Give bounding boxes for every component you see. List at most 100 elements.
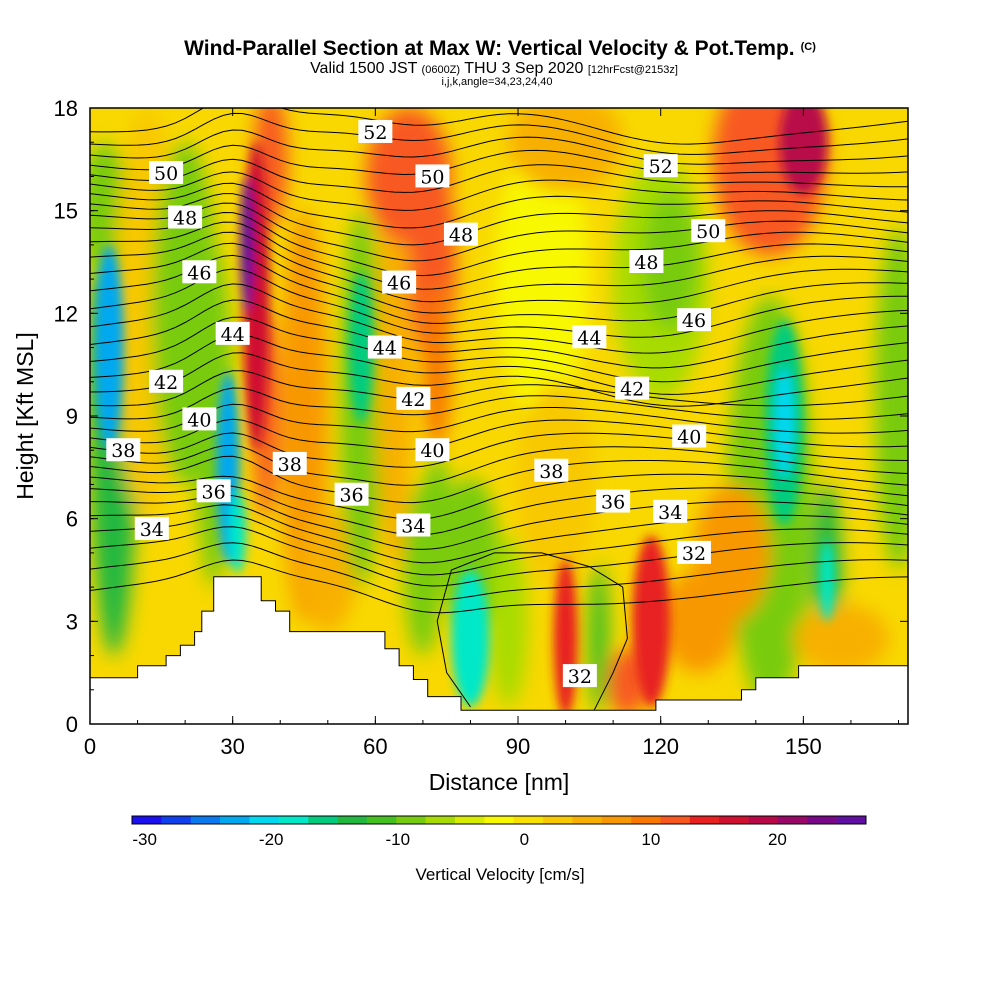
theta-contour-line [90,254,908,324]
y-tick-label: 12 [54,301,78,326]
svg-text:40: 40 [187,409,211,431]
chart-title: Wind-Parallel Section at Max W: Vertical… [184,37,816,60]
contour-label: 38 [272,451,307,476]
contour-label: 50 [691,219,726,243]
contour-label: 32 [676,540,711,565]
svg-text:50: 50 [420,166,444,188]
contour-label: 34 [134,516,169,541]
colorbar-swatch [220,816,250,824]
colorbar-swatch [689,816,720,824]
theta-contour-line [90,171,908,211]
contour-label: 44 [215,321,250,346]
velocity-blob [632,535,671,707]
theta-contour-line [90,352,908,407]
y-tick-label: 9 [66,404,78,429]
colorbar-swatch [337,816,368,824]
svg-text:38: 38 [111,440,135,462]
colorbar-tick-label: 10 [641,830,660,849]
colorbar-swatch [132,816,162,824]
svg-text:42: 42 [620,379,644,401]
x-tick-label: 150 [785,734,822,759]
theta-contour-line [90,299,908,369]
svg-text:48: 48 [173,208,197,230]
y-tick-label: 0 [66,712,78,737]
colorbar-swatch [601,816,632,824]
svg-text:34: 34 [401,516,425,538]
theta-contour-line [90,504,908,564]
svg-text:36: 36 [601,492,625,514]
svg-text:50: 50 [696,221,720,243]
colorbar-swatch [631,816,661,824]
svg-text:48: 48 [449,225,473,247]
theta-contour-line [90,316,908,383]
svg-text:40: 40 [677,427,701,449]
colorbar: -30 -20 -10 0 10 20 [131,815,867,849]
svg-text:42: 42 [401,389,425,411]
y-axis-label: Height [Kft MSL] [12,332,38,499]
svg-text:46: 46 [187,262,211,284]
velocity-blob [228,491,246,574]
svg-text:32: 32 [682,543,706,565]
velocity-blob [94,244,124,451]
theta-contour-line [90,432,908,468]
velocity-blob [820,539,835,622]
velocity-blob [451,570,490,707]
colorbar-swatch [425,816,456,824]
theta-contour-line [90,418,908,450]
velocity-field-cores [94,108,835,718]
contour-label: 46 [382,270,417,295]
contour-label: 42 [615,376,650,401]
svg-text:44: 44 [373,338,397,360]
contour-label: 36 [596,489,631,514]
svg-text:52: 52 [363,122,387,144]
contour-label: 36 [196,479,231,503]
theta-contour-line [90,158,908,193]
velocity-blob [489,535,528,707]
theta-contour-line [90,514,908,576]
svg-text:42: 42 [154,372,178,394]
svg-text:38: 38 [539,461,563,483]
velocity-blob [422,279,452,451]
contour-label: 42 [149,369,184,394]
theta-contour-line [90,211,908,277]
svg-text:40: 40 [420,440,444,462]
colorbar-tick-label: -30 [132,830,157,849]
colorbar-swatch [660,816,691,824]
theta-contour-line [90,387,908,420]
contour-label: 48 [629,250,664,274]
colorbar-tick-label: -20 [259,830,284,849]
contour-label: 48 [168,205,203,230]
svg-text:44: 44 [221,324,245,346]
svg-text:46: 46 [387,273,411,295]
colorbar-swatch [308,816,338,824]
theta-contour-line [90,559,908,614]
theta-contour-line [90,473,908,520]
theta-contour-line [90,526,908,587]
theta-contour-line [90,108,908,145]
contour-label: 32 [562,664,597,688]
svg-text:34: 34 [658,502,682,524]
velocity-blob [441,477,499,629]
svg-text:32: 32 [568,666,592,688]
theta-contour-line [90,455,908,504]
theta-contour-line [90,268,908,338]
colorbar-swatch [836,816,867,824]
velocity-blob [299,508,357,632]
colorbar-tick-label: 0 [520,830,529,849]
contour-label: 50 [149,161,184,185]
colorbar-swatch [161,816,192,824]
contour-label: 38 [106,438,141,462]
colorbar-label: Vertical Velocity [cm/s] [415,865,584,884]
colorbar-swatch [454,816,485,824]
contour-label: 46 [182,260,217,284]
contour-label: 40 [182,407,217,431]
x-tick-label: 90 [506,734,530,759]
y-tick-label: 6 [66,507,78,532]
colorbar-swatch [719,816,749,824]
theta-contour-line [90,231,908,303]
velocity-blob [518,381,595,588]
chart-indices: i,j,k,angle=34,23,24,40 [441,76,553,88]
theta-contour-line [90,370,908,407]
contour-label: 36 [334,482,369,507]
